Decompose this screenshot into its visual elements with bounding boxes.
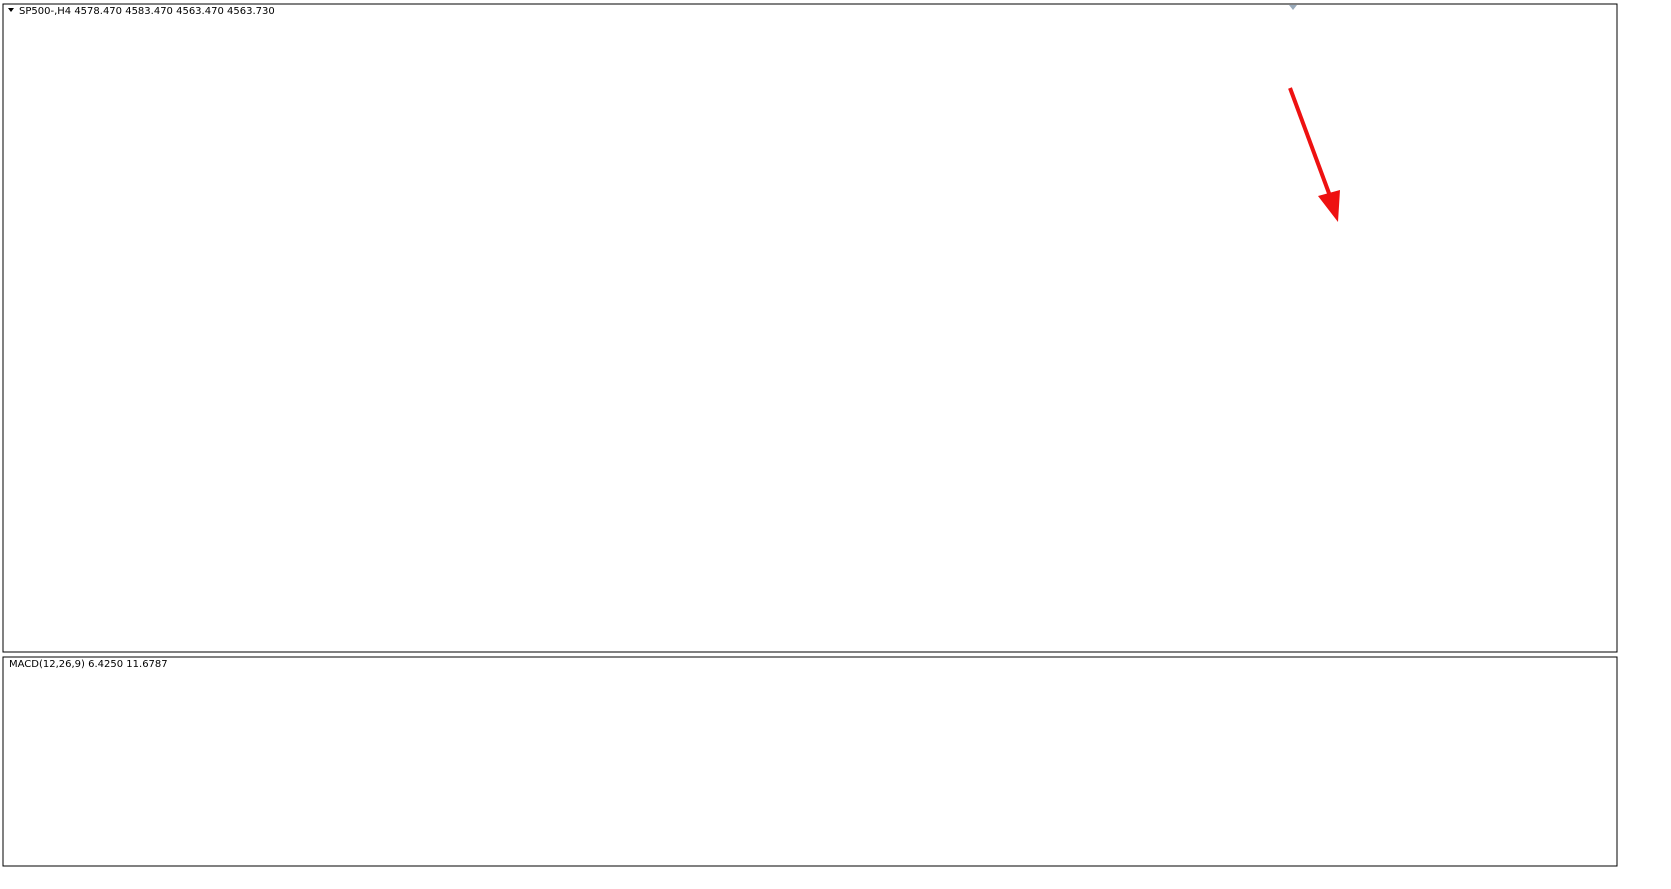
main-panel-frame	[2, 3, 1618, 653]
arrow-shaft	[1288, 87, 1332, 197]
menu-triangle	[8, 8, 14, 12]
macd-panel-frame	[2, 656, 1618, 867]
chart-title: SP500-,H4 4578.470 4583.470 4563.470 456…	[19, 6, 275, 17]
arrow-head	[1318, 190, 1340, 222]
shift-marker	[1289, 5, 1297, 10]
macd-title: MACD(12,26,9) 6.4250 11.6787	[9, 659, 168, 670]
